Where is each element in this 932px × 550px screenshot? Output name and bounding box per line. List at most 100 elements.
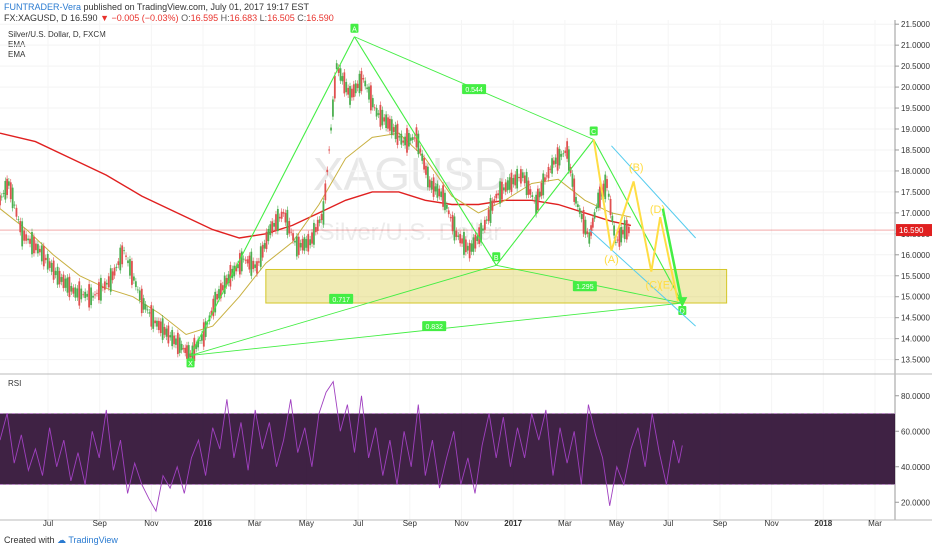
candle-body [345, 81, 348, 93]
open-label: O: [181, 13, 191, 23]
candle-body [531, 195, 534, 198]
current-price-badge [896, 224, 932, 237]
y-tick-label: 14.0000 [901, 335, 930, 344]
candle-body [497, 193, 500, 196]
x-tick-label: Jul [663, 519, 673, 528]
candle-body [506, 180, 509, 191]
candle-body [37, 244, 39, 254]
candle-body [568, 149, 570, 171]
candle-body [316, 219, 319, 232]
ratio-label: 0.832 [425, 324, 443, 331]
candle-body [237, 264, 239, 269]
x-tick-label: Nov [454, 519, 468, 528]
pattern-point-marker [186, 358, 195, 368]
x-tick-label: May [609, 519, 624, 528]
candle-body [136, 289, 139, 291]
candle-body [121, 245, 124, 265]
candle-body [547, 167, 550, 179]
candle-body [11, 187, 14, 209]
candle-body [257, 261, 260, 263]
candle-body [385, 114, 388, 129]
candle-body [295, 236, 298, 257]
candle-body [238, 253, 241, 275]
candle-body [627, 226, 630, 234]
candle-body [335, 63, 338, 70]
candle-body [125, 255, 127, 257]
candle-body [48, 261, 51, 268]
candle-body [84, 291, 87, 298]
wave-label: (D) [650, 204, 665, 216]
candle-body [542, 173, 545, 196]
x-tick-label: Sep [403, 519, 418, 528]
candle-body [324, 183, 327, 201]
candle-body [404, 136, 406, 146]
rsi-label: RSI [8, 379, 21, 388]
candle-body [383, 117, 386, 122]
ema-short-line [0, 132, 632, 336]
candle-body [100, 277, 102, 301]
author-name[interactable]: FUNTRADER-Vera [4, 2, 82, 12]
y-tick-label: 20.0000 [901, 83, 930, 92]
candle-body [368, 86, 370, 100]
y-tick-label: 15.0000 [901, 293, 930, 302]
chart-legend-title: Silver/U.S. Dollar, D, FXCM [8, 30, 106, 39]
ema-legend-2[interactable]: EMA [8, 50, 26, 59]
candle-body [195, 343, 198, 349]
candle-body [163, 326, 166, 335]
candle-body [259, 246, 262, 267]
rsi-tick-label: 60.0000 [901, 427, 930, 436]
candle-body [154, 320, 156, 324]
price-change: ▼ −0.005 (−0.03%) [100, 13, 179, 23]
ema-legend-1[interactable]: EMA [8, 40, 26, 49]
candle-body [430, 181, 433, 190]
candle-body [86, 293, 89, 297]
y-tick-label: 19.0000 [901, 125, 930, 134]
candle-body [199, 340, 201, 342]
candle-body [322, 201, 325, 225]
rsi-band [0, 413, 895, 485]
candle-body [411, 137, 414, 141]
candle-body [197, 339, 200, 348]
candle-body [607, 193, 610, 197]
candle-body [273, 223, 275, 227]
candle-body [493, 199, 496, 203]
candle-body [586, 231, 589, 234]
y-tick-label: 19.5000 [901, 104, 930, 113]
x-tick-label: Jul [353, 519, 363, 528]
candle-body [4, 180, 7, 200]
candle-body [510, 172, 513, 192]
candle-body [56, 266, 59, 285]
candle-body [252, 260, 255, 270]
channel-lower-line [588, 229, 696, 327]
candle-body [233, 265, 236, 277]
y-tick-label: 21.5000 [901, 20, 930, 29]
candle-body [90, 287, 92, 306]
candle-body [94, 294, 96, 296]
candle-body [400, 133, 403, 145]
candle-body [402, 140, 405, 143]
tradingview-brand[interactable]: TradingView [68, 535, 118, 545]
candle-body [119, 247, 122, 271]
candle-body [161, 318, 164, 340]
pattern-leg-cd [593, 139, 683, 304]
pattern-leg-xa [190, 36, 355, 356]
candle-body [461, 238, 463, 244]
candle-body [518, 176, 520, 179]
x-tick-label: Sep [93, 519, 108, 528]
candle-body [133, 276, 135, 281]
ema-long-line [0, 132, 632, 239]
candle-body [485, 219, 488, 221]
y-tick-label: 18.0000 [901, 167, 930, 176]
candle-body [159, 321, 162, 334]
support-zone [265, 268, 728, 304]
candle-body [396, 123, 399, 145]
candle-body [107, 276, 110, 288]
pattern-leg-bc [495, 139, 595, 266]
x-tick-label: Mar [558, 519, 572, 528]
candle-body [613, 225, 615, 236]
candle-body [88, 284, 91, 308]
candle-body [52, 260, 55, 280]
candle-body [354, 83, 357, 94]
candle-body [566, 141, 569, 159]
